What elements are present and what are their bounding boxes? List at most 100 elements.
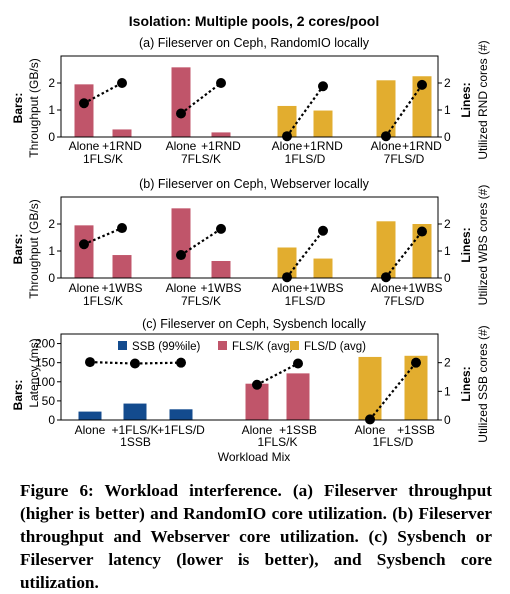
y2-tick-label: 1 (444, 103, 451, 117)
bar (172, 208, 191, 278)
bar (113, 129, 132, 137)
panel-c-ylabel-bars: Bars: (11, 380, 25, 411)
bar (170, 409, 193, 420)
line-point (216, 224, 226, 234)
panel-c-xlabel: Workload Mix (218, 450, 290, 464)
y-tick-label: 2 (48, 217, 55, 231)
legend-swatch (118, 341, 127, 350)
line-point (417, 80, 427, 90)
line-point (176, 358, 186, 368)
group-label: 1FLS/D (285, 294, 326, 308)
panel-c-title: (c) Fileserver on Ceph, Sysbench locally (142, 317, 366, 331)
group-label: 7FLS/D (384, 152, 425, 166)
bar (124, 404, 147, 420)
legend: SSB (99%ile) FLS/K (avg) FLS/D (avg) (118, 341, 366, 353)
bar (314, 259, 333, 278)
x-tick-label: Alone (371, 139, 402, 153)
line-point (411, 358, 421, 368)
x-tick-label: +1RND (102, 139, 142, 153)
legend-label: FLS/D (avg) (304, 341, 366, 353)
line-point (176, 109, 186, 119)
figure-title: Isolation: Multiple pools, 2 cores/pool (129, 13, 379, 29)
group-label: 1FLS/K (257, 435, 297, 449)
panel-b-title: (b) Fileserver on Ceph, Webserver locall… (139, 177, 369, 191)
y2-tick-label: 0 (444, 271, 451, 285)
bar (287, 373, 310, 420)
x-tick-label: +1WBS (200, 281, 241, 295)
y-tick-label: 2 (48, 76, 55, 90)
legend-swatch (218, 341, 227, 350)
line-point (85, 357, 95, 367)
line-point (318, 226, 328, 236)
panel-c-y2label-lines: Lines: (459, 366, 473, 401)
x-tick-label: +1RND (201, 139, 241, 153)
group-label: 7FLS/K (181, 152, 221, 166)
y-tick-label: 150 (35, 356, 55, 370)
y-tick-label: 0 (48, 130, 55, 144)
panel-a-ylabel-bars: Bars: (11, 93, 25, 124)
figure-canvas: Isolation: Multiple pools, 2 cores/pool … (0, 0, 510, 470)
line-point (79, 239, 89, 249)
x-tick-label: +1RND (402, 139, 442, 153)
bar (79, 412, 102, 420)
y2-tick-label: 2 (444, 76, 451, 90)
panel-b-y2label-lines: Lines: (459, 227, 473, 262)
line-point (293, 359, 303, 369)
panel-b-y2label: Utilized WBS cores (#) (476, 185, 490, 306)
line-point (117, 78, 127, 88)
x-tick-label: Alone (69, 139, 100, 153)
panel-c: (c) Fileserver on Ceph, Sysbench locally… (11, 317, 490, 464)
panel-a-y2label: Utilized RND cores (#) (476, 40, 490, 159)
x-tick-label: Alone (166, 139, 197, 153)
bar (113, 255, 132, 278)
panel-b-ylabel: Throughput (GB/s) (27, 199, 41, 298)
x-tick-label: +1WBS (401, 281, 442, 295)
group-label: 7FLS/D (384, 294, 425, 308)
y-tick-label: 1 (48, 244, 55, 258)
y-tick-label: 0 (48, 413, 55, 427)
panel-b: (b) Fileserver on Ceph, Webserver locall… (11, 177, 490, 308)
bar (75, 225, 94, 278)
group-label: 1FLS/K (83, 294, 123, 308)
line-point (216, 78, 226, 88)
panel-a-title: (a) Fileserver on Ceph, RandomIO locally (139, 36, 370, 50)
y-tick-label: 0 (48, 271, 55, 285)
x-tick-label: Alone (272, 139, 303, 153)
line-point (176, 250, 186, 260)
bar (212, 261, 231, 278)
bar (172, 67, 191, 137)
y-tick-label: 200 (35, 337, 55, 351)
panel-c-y2label: Utilized SSB cores (#) (476, 325, 490, 442)
panel-b-ylabel-bars: Bars: (11, 234, 25, 265)
line-point (252, 380, 262, 390)
bar (314, 111, 333, 137)
panel-a: (a) Fileserver on Ceph, RandomIO locally… (11, 36, 490, 166)
x-tick-label: +1WBS (101, 281, 142, 295)
y2-tick-label: 0 (444, 130, 451, 144)
x-tick-label: +1RND (303, 139, 343, 153)
y2-tick-label: 1 (444, 384, 451, 398)
legend-label: SSB (99%ile) (132, 341, 201, 353)
group-label: 7FLS/K (181, 294, 221, 308)
legend-label: FLS/K (avg) (232, 341, 294, 353)
line-point (318, 81, 328, 91)
figure-caption: Figure 6: Workload interference. (a) Fil… (20, 479, 492, 594)
line-point (130, 359, 140, 369)
group-label: 1FLS/K (83, 152, 123, 166)
x-tick-label: Alone (371, 281, 402, 295)
y-tick-label: 1 (48, 103, 55, 117)
x-tick-label: Alone (69, 281, 100, 295)
y2-tick-label: 2 (444, 356, 451, 370)
panel-a-ylabel: Throughput (GB/s) (27, 58, 41, 157)
y2-tick-label: 0 (444, 413, 451, 427)
y2-tick-label: 2 (444, 217, 451, 231)
x-tick-label: Alone (75, 423, 106, 437)
bar (75, 84, 94, 137)
panel-a-y2label-lines: Lines: (459, 82, 473, 117)
legend-swatch (290, 341, 299, 350)
x-tick-label: +1WBS (302, 281, 343, 295)
y-tick-label: 50 (42, 394, 56, 408)
group-label: 1FLS/D (285, 152, 326, 166)
line-point (79, 98, 89, 108)
y2-tick-label: 1 (444, 244, 451, 258)
